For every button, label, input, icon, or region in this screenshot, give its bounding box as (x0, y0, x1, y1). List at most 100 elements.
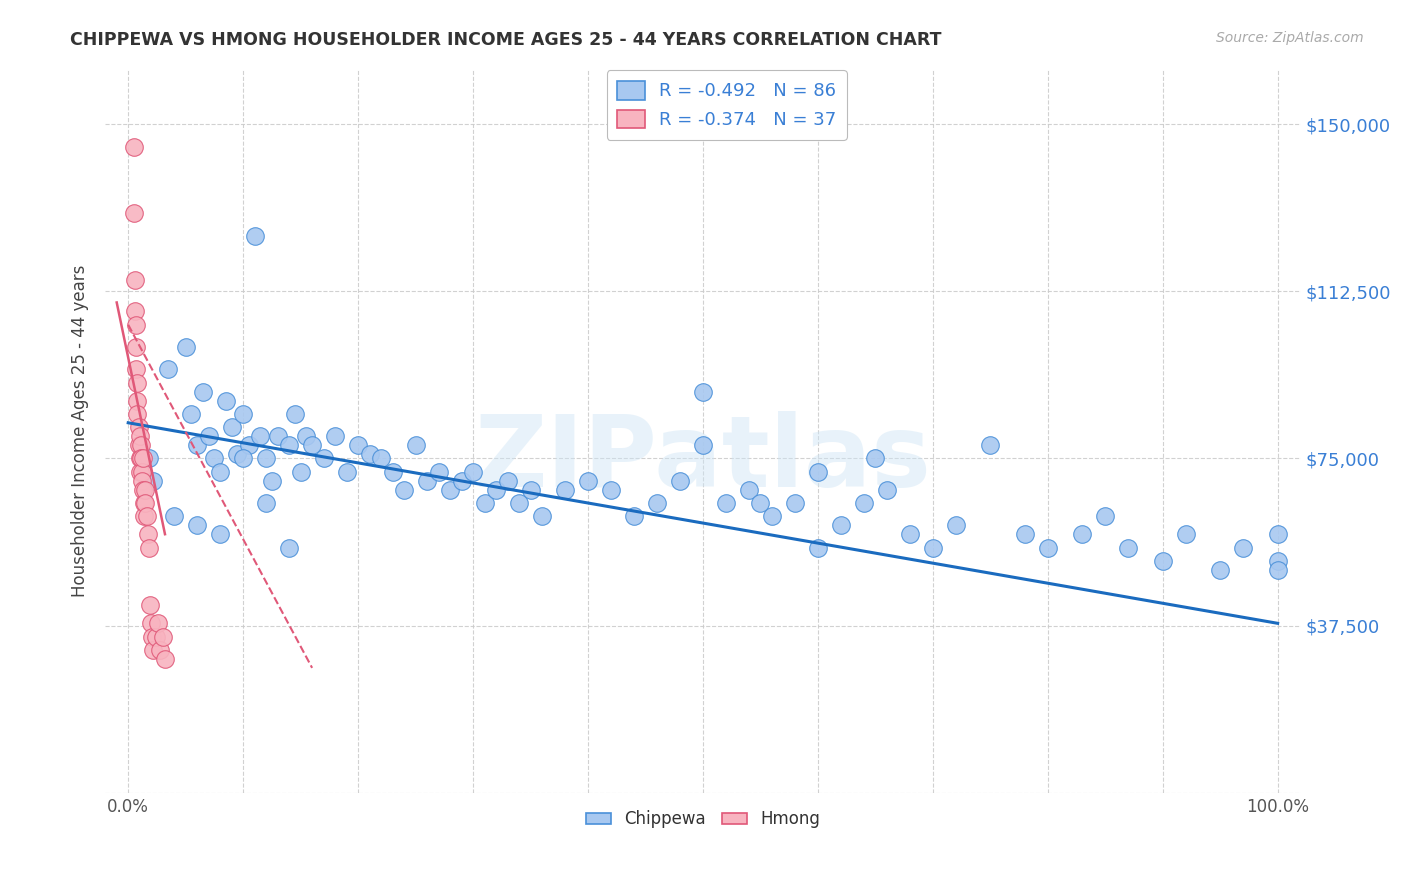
Point (145, 630, 167, 644)
Point (132, 483, 155, 497)
Point (128, 420, 150, 434)
Point (370, 451, 392, 466)
Text: CHIPPEWA VS HMONG HOUSEHOLDER INCOME AGES 25 - 44 YEARS CORRELATION CHART: CHIPPEWA VS HMONG HOUSEHOLDER INCOME AGE… (70, 31, 942, 49)
Point (508, 496, 530, 510)
Point (807, 465, 830, 479)
Point (260, 474, 283, 488)
Point (180, 407, 202, 421)
Point (852, 496, 875, 510)
Point (209, 465, 232, 479)
Point (153, 652, 176, 666)
Point (485, 483, 508, 497)
Point (1232, 541, 1254, 555)
Legend: Chippewa, Hmong: Chippewa, Hmong (579, 804, 827, 835)
Point (134, 496, 156, 510)
Point (278, 541, 301, 555)
Point (749, 496, 772, 510)
Point (312, 451, 335, 466)
Point (146, 616, 169, 631)
Point (132, 451, 155, 466)
Point (738, 483, 761, 497)
Point (122, 206, 145, 220)
Point (692, 438, 714, 452)
Point (865, 451, 887, 466)
Point (783, 496, 806, 510)
Point (127, 376, 149, 390)
Point (238, 438, 260, 452)
Text: ZIPatlas: ZIPatlas (474, 411, 931, 508)
Point (416, 474, 439, 488)
Point (945, 518, 967, 533)
Point (127, 407, 149, 421)
Point (359, 447, 381, 461)
Point (134, 509, 156, 524)
Point (392, 483, 415, 497)
Point (876, 483, 898, 497)
Point (439, 483, 461, 497)
Point (186, 518, 208, 533)
Point (461, 465, 484, 479)
Point (336, 465, 359, 479)
Point (921, 541, 943, 555)
Point (1267, 527, 1289, 541)
Point (295, 429, 318, 443)
Point (128, 429, 150, 443)
Point (142, 643, 165, 657)
Point (714, 496, 737, 510)
Point (149, 643, 172, 657)
Point (129, 451, 152, 466)
Point (1014, 527, 1036, 541)
Point (136, 527, 159, 541)
Point (761, 509, 783, 524)
Point (191, 384, 214, 399)
Point (284, 407, 307, 421)
Point (157, 362, 180, 376)
Point (266, 429, 288, 443)
Point (254, 496, 277, 510)
Point (124, 273, 146, 287)
Point (692, 384, 714, 399)
Point (163, 509, 186, 524)
Point (1267, 563, 1289, 577)
Point (249, 429, 271, 443)
Point (202, 451, 225, 466)
Point (1174, 527, 1197, 541)
Point (450, 474, 472, 488)
Point (141, 616, 163, 631)
Point (125, 362, 148, 376)
Point (530, 509, 553, 524)
Point (405, 438, 427, 452)
Point (474, 496, 496, 510)
Point (139, 599, 162, 613)
Point (141, 630, 163, 644)
Point (127, 393, 149, 408)
Point (125, 318, 148, 332)
Point (381, 465, 404, 479)
Point (226, 447, 249, 461)
Point (125, 340, 148, 354)
Point (1209, 563, 1232, 577)
Point (807, 541, 830, 555)
Point (669, 474, 692, 488)
Point (129, 438, 152, 452)
Point (138, 451, 160, 466)
Point (135, 509, 157, 524)
Point (122, 139, 145, 153)
Point (427, 465, 450, 479)
Point (600, 483, 623, 497)
Point (124, 304, 146, 318)
Point (131, 465, 153, 479)
Point (131, 474, 153, 488)
Point (554, 483, 576, 497)
Point (347, 438, 370, 452)
Point (1152, 554, 1174, 568)
Y-axis label: Householder Income Ages 25 - 44 years: Householder Income Ages 25 - 44 years (72, 264, 89, 597)
Point (128, 451, 150, 466)
Point (519, 483, 541, 497)
Point (1267, 554, 1289, 568)
Point (496, 474, 519, 488)
Point (215, 393, 238, 408)
Point (1071, 527, 1094, 541)
Point (138, 541, 160, 555)
Point (197, 429, 219, 443)
